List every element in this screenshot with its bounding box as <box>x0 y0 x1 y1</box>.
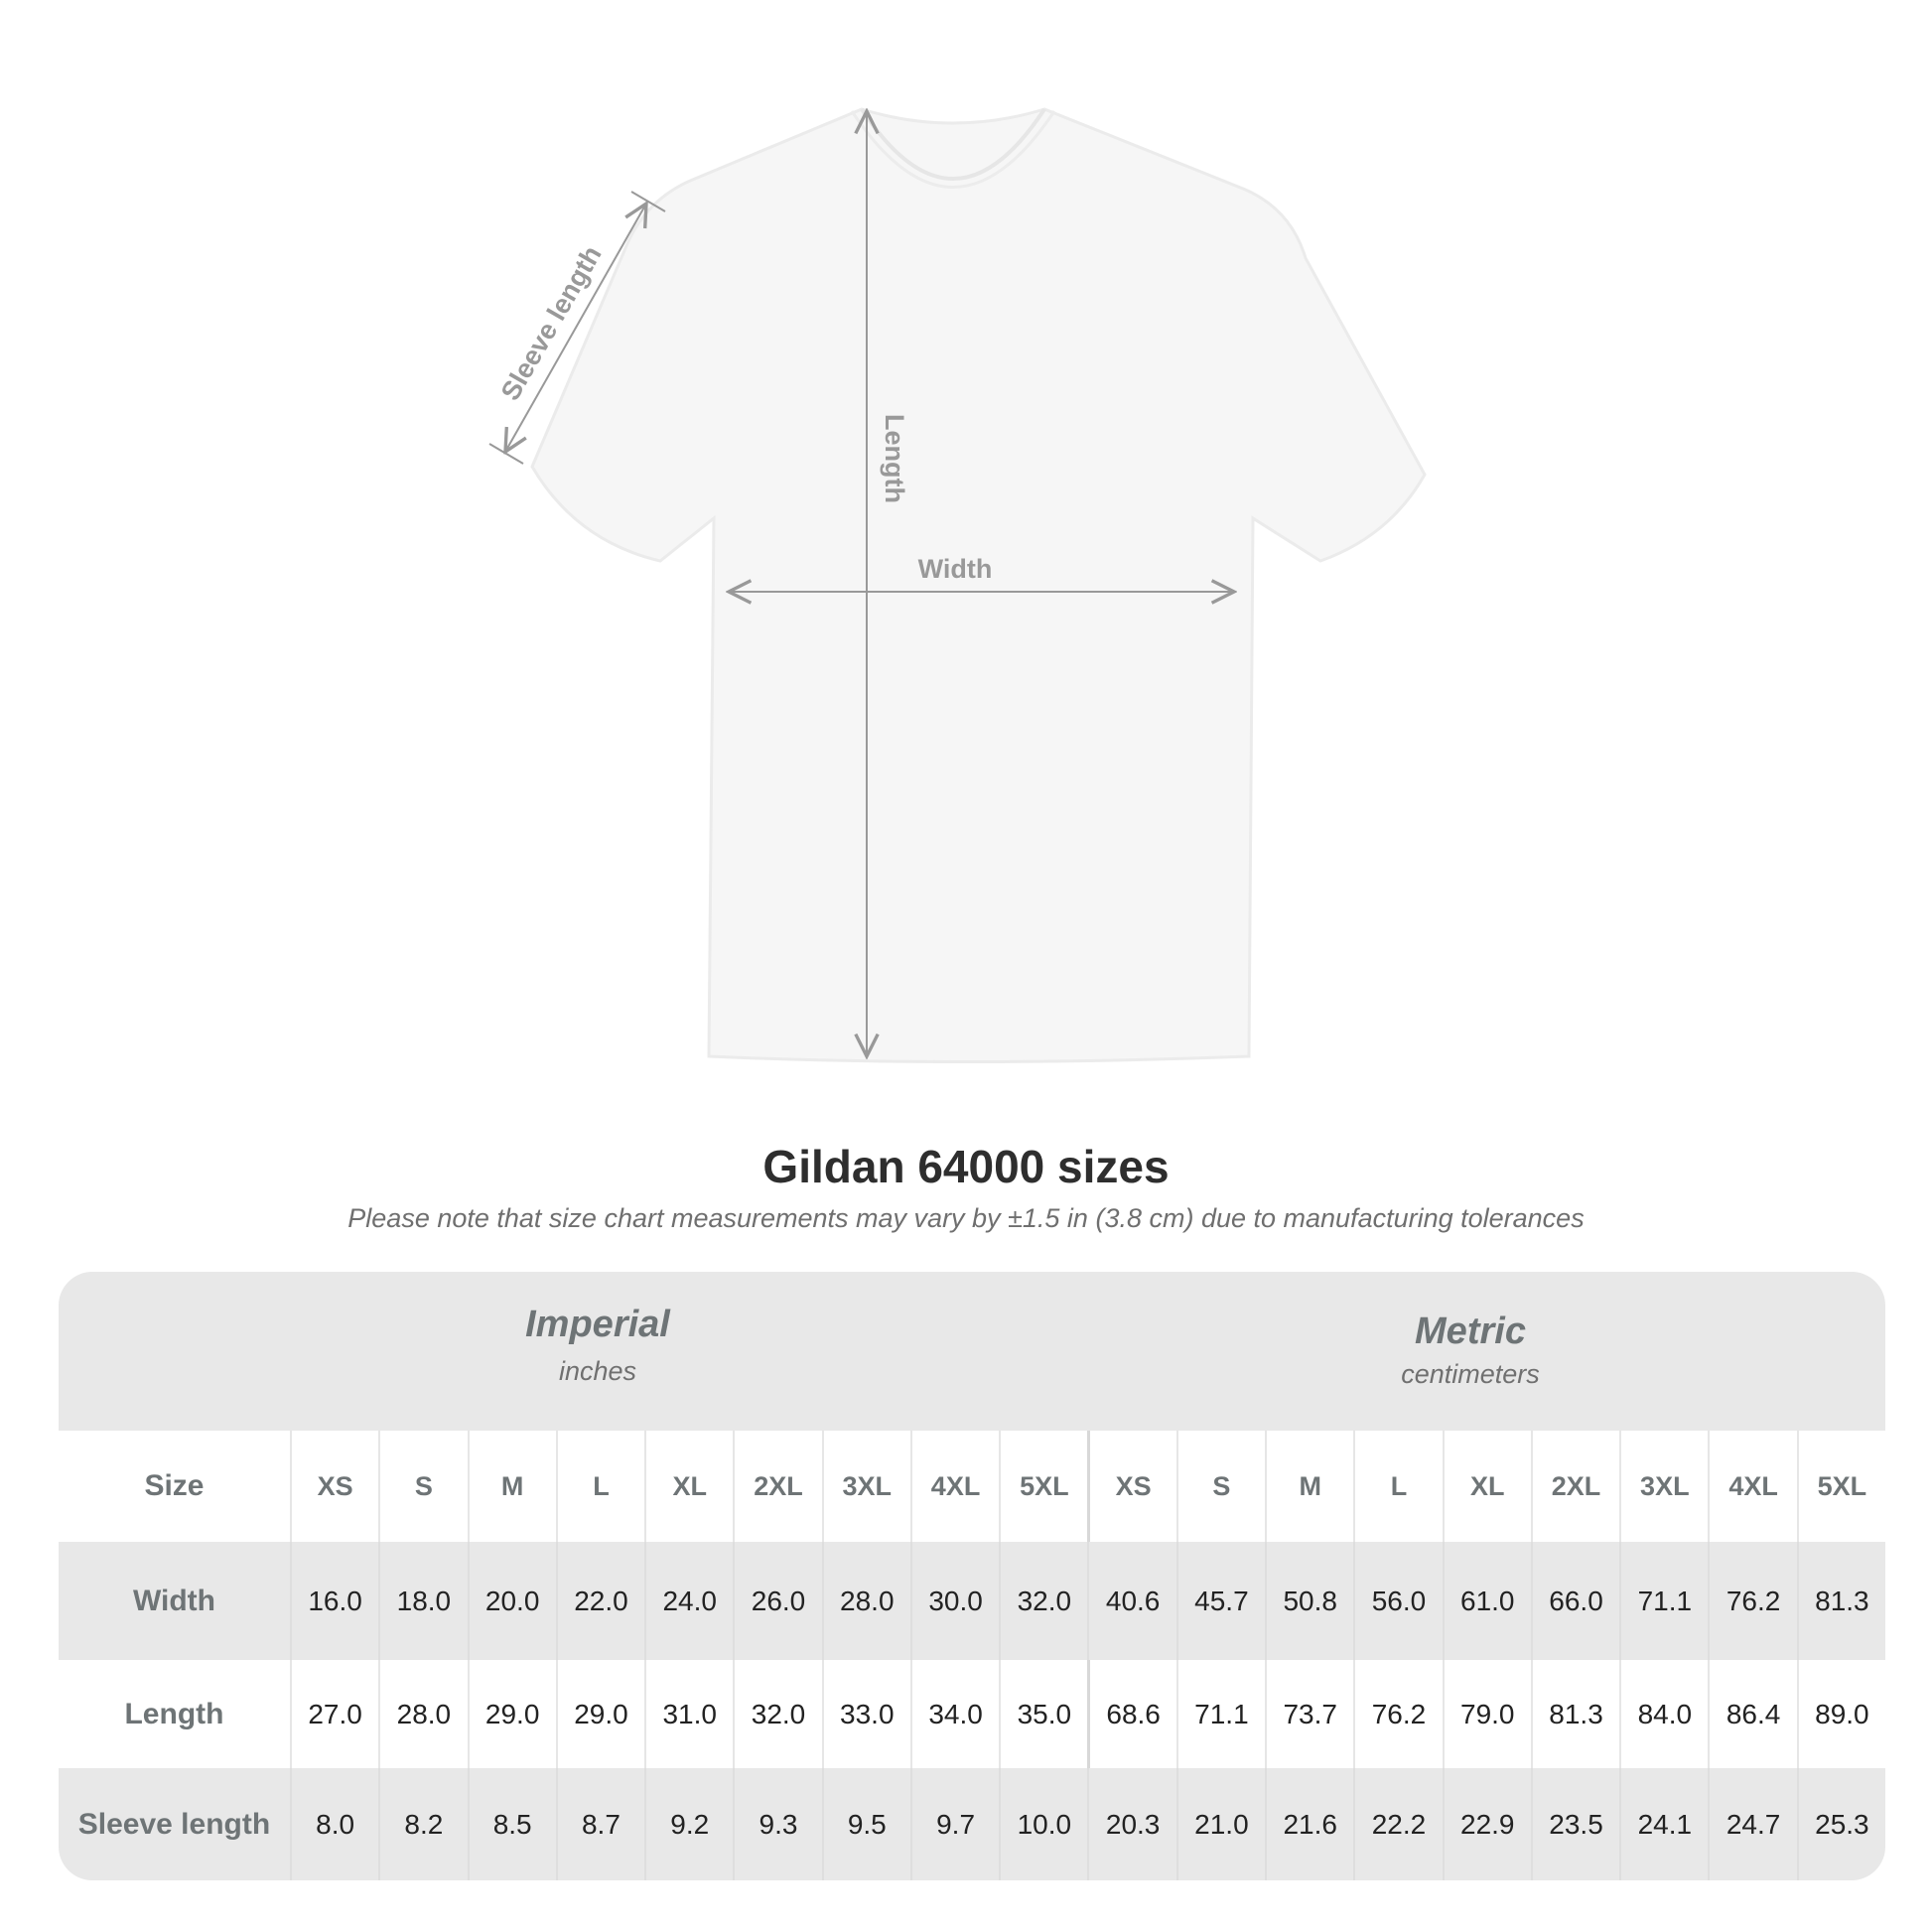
table-row: Width 16.0 18.0 20.0 22.0 24.0 26.0 28.0 30.0 32.… <box>59 1542 1885 1660</box>
tshirt-diagram: Width Length Sleeve length <box>488 107 1427 1063</box>
value-cell: 22.0 <box>555 1542 644 1660</box>
size-header-cell: 4XL <box>909 1431 999 1542</box>
table-row: Length 27.0 28.0 29.0 29.0 31.0 32.0 33.0 34.0 35… <box>59 1660 1885 1768</box>
value-cell: 16.0 <box>289 1542 378 1660</box>
size-header-cell: 3XL <box>821 1431 910 1542</box>
size-header-cell: S <box>378 1431 467 1542</box>
row-label: Length <box>124 1697 224 1730</box>
value-cell: 40.6 <box>1087 1542 1175 1660</box>
value-cell: 9.3 <box>733 1768 821 1880</box>
value-cell: 35.0 <box>999 1660 1087 1768</box>
row-label: Sleeve length <box>77 1807 271 1841</box>
value-cell: 50.8 <box>1265 1542 1353 1660</box>
value-cell: 28.0 <box>821 1542 910 1660</box>
row-label: Width <box>132 1584 215 1617</box>
imperial-header: Imperial inches <box>349 1304 846 1387</box>
value-cell: 21.0 <box>1175 1768 1265 1880</box>
value-cell: 29.0 <box>555 1660 644 1768</box>
imperial-unit: inches <box>558 1356 637 1386</box>
value-cell: 20.3 <box>1087 1768 1175 1880</box>
value-cell: 61.0 <box>1442 1542 1531 1660</box>
metric-title: Metric <box>1415 1311 1526 1352</box>
value-cell: 23.5 <box>1530 1768 1619 1880</box>
size-header-cell: 3XL <box>1619 1431 1708 1542</box>
value-cell: 81.3 <box>1530 1660 1619 1768</box>
size-header-cell: M <box>467 1431 556 1542</box>
value-cell: 79.0 <box>1442 1660 1531 1768</box>
value-cell: 24.1 <box>1619 1768 1708 1880</box>
size-header-cell: XL <box>644 1431 733 1542</box>
value-cell: 30.0 <box>909 1542 999 1660</box>
value-cell: 33.0 <box>821 1660 910 1768</box>
value-cell: 27.0 <box>289 1660 378 1768</box>
metric-unit: centimeters <box>1401 1359 1540 1389</box>
value-cell: 9.5 <box>821 1768 910 1880</box>
value-cell: 81.3 <box>1796 1542 1885 1660</box>
value-cell: 24.7 <box>1708 1768 1796 1880</box>
size-header-cell: 4XL <box>1708 1431 1796 1542</box>
size-header-cell: L <box>1353 1431 1442 1542</box>
value-cell: 25.3 <box>1796 1768 1885 1880</box>
value-cell: 26.0 <box>733 1542 821 1660</box>
size-header-cell: 2XL <box>1530 1431 1619 1542</box>
value-cell: 20.0 <box>467 1542 556 1660</box>
length-label: Length <box>880 414 909 503</box>
value-cell: 8.5 <box>467 1768 556 1880</box>
value-cell: 9.2 <box>644 1768 733 1880</box>
value-cell: 71.1 <box>1175 1660 1265 1768</box>
value-cell: 22.9 <box>1442 1768 1531 1880</box>
size-row: Size XS S M L XL 2XL 3XL 4XL 5XL XS S M L XL 2XL 3XL 4XL 5… <box>59 1431 1885 1542</box>
value-cell: 76.2 <box>1708 1542 1796 1660</box>
table-header: Imperial inches Metric centimeters <box>59 1272 1885 1431</box>
value-cell: 10.0 <box>999 1768 1087 1880</box>
value-cell: 56.0 <box>1353 1542 1442 1660</box>
value-cell: 84.0 <box>1619 1660 1708 1768</box>
value-cell: 8.7 <box>555 1768 644 1880</box>
value-cell: 45.7 <box>1175 1542 1265 1660</box>
value-cell: 9.7 <box>909 1768 999 1880</box>
value-cell: 34.0 <box>909 1660 999 1768</box>
chart-subtitle: Please note that size chart measurements… <box>347 1203 1585 1233</box>
value-cell: 89.0 <box>1796 1660 1885 1768</box>
value-cell: 18.0 <box>378 1542 467 1660</box>
size-header-cell: 5XL <box>1796 1431 1885 1542</box>
value-cell: 73.7 <box>1265 1660 1353 1768</box>
value-cell: 28.0 <box>378 1660 467 1768</box>
value-cell: 8.0 <box>289 1768 378 1880</box>
value-cell: 29.0 <box>467 1660 556 1768</box>
size-table: Imperial inches Metric centimeters Size X… <box>59 1272 1885 1880</box>
size-header-cell: M <box>1265 1431 1353 1542</box>
value-cell: 86.4 <box>1708 1660 1796 1768</box>
value-cell: 71.1 <box>1619 1542 1708 1660</box>
imperial-title: Imperial <box>525 1304 670 1345</box>
value-cell: 66.0 <box>1530 1542 1619 1660</box>
value-cell: 24.0 <box>644 1542 733 1660</box>
width-label: Width <box>918 554 993 584</box>
table-row: Sleeve length 8.0 8.2 8.5 8.7 9.2 9.3 9.5 9.7 10.… <box>59 1768 1885 1880</box>
value-cell: 8.2 <box>378 1768 467 1880</box>
value-cell: 21.6 <box>1265 1768 1353 1880</box>
size-header-cell: 5XL <box>999 1431 1087 1542</box>
size-header-cell: XS <box>289 1431 378 1542</box>
value-cell: 32.0 <box>733 1660 821 1768</box>
size-header-cell: S <box>1175 1431 1265 1542</box>
metric-header: Metric centimeters <box>1222 1311 1719 1390</box>
value-cell: 22.2 <box>1353 1768 1442 1880</box>
value-cell: 68.6 <box>1087 1660 1175 1768</box>
sleeve-arrow <box>505 204 646 452</box>
size-header-cell: L <box>555 1431 644 1542</box>
tshirt-shape <box>530 107 1427 1063</box>
value-cell: 32.0 <box>999 1542 1087 1660</box>
size-header-cell: XS <box>1087 1431 1175 1542</box>
chart-title: Gildan 64000 sizes <box>762 1141 1170 1192</box>
value-cell: 31.0 <box>644 1660 733 1768</box>
value-cell: 76.2 <box>1353 1660 1442 1768</box>
size-header-cell: XL <box>1442 1431 1531 1542</box>
size-header-cell: 2XL <box>733 1431 821 1542</box>
size-label: Size <box>144 1469 205 1502</box>
